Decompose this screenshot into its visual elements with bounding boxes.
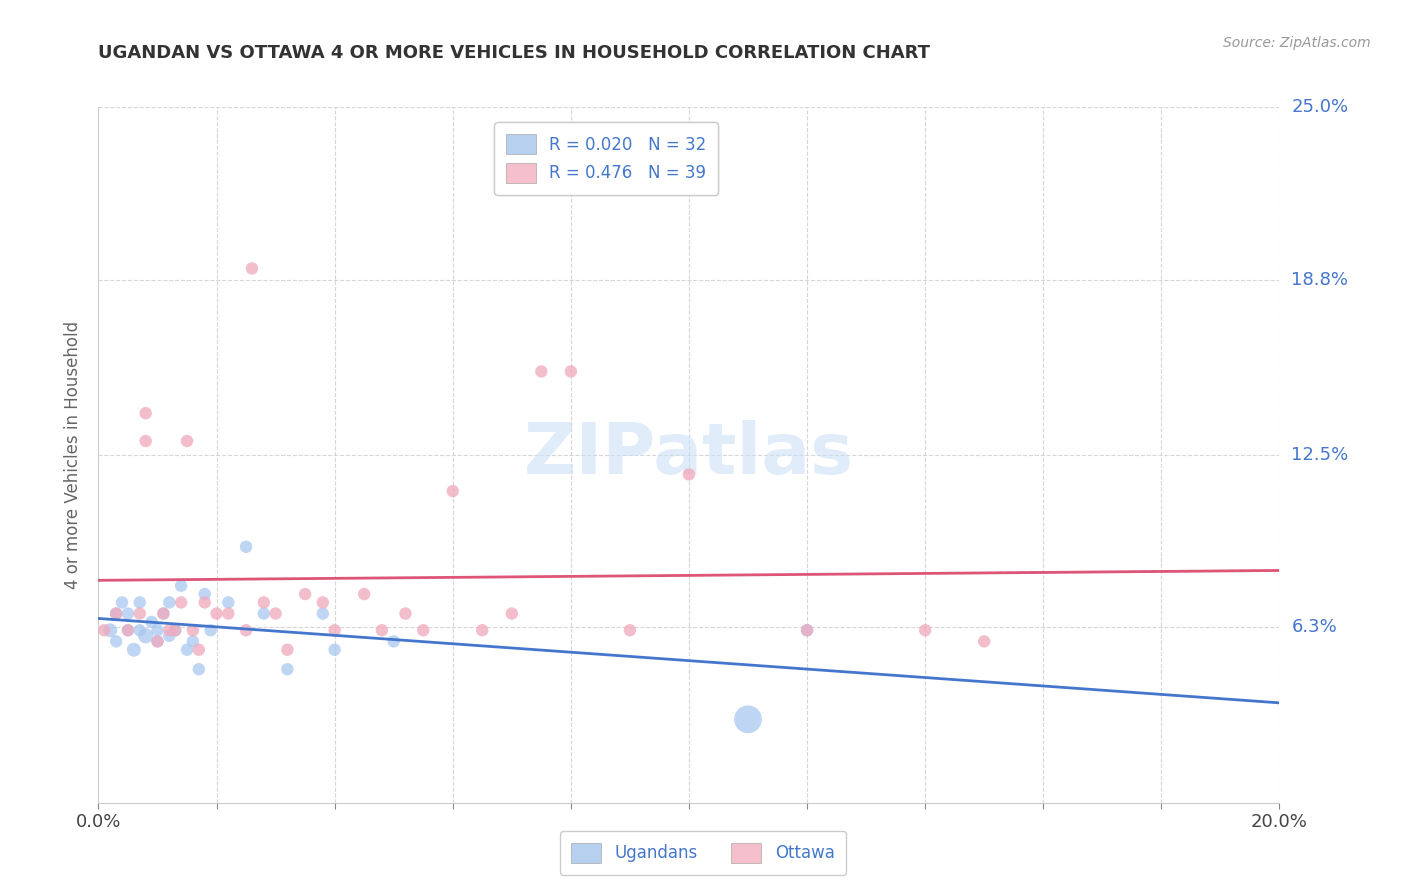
Point	[181, 624, 204, 638]
Point	[412, 624, 434, 638]
Point	[165, 624, 187, 638]
Point	[128, 624, 150, 638]
Text: UGANDAN VS OTTAWA 4 OR MORE VEHICLES IN HOUSEHOLD CORRELATION CHART: UGANDAN VS OTTAWA 4 OR MORE VEHICLES IN …	[98, 45, 931, 62]
Point	[122, 642, 145, 657]
Point	[530, 364, 553, 378]
Point	[176, 434, 198, 448]
Text: 12.5%: 12.5%	[1291, 446, 1348, 464]
Point	[135, 434, 157, 448]
Point	[165, 624, 187, 638]
Point	[128, 607, 150, 621]
Point	[181, 634, 204, 648]
Point	[973, 634, 995, 648]
Point	[737, 712, 759, 726]
Point	[312, 595, 335, 609]
Point	[501, 607, 523, 621]
Point	[253, 595, 276, 609]
Point	[98, 624, 121, 638]
Point	[312, 607, 335, 621]
Point	[323, 642, 346, 657]
Point	[678, 467, 700, 482]
Point	[471, 624, 494, 638]
Point	[105, 607, 128, 621]
Legend: R = 0.020   N = 32, R = 0.476   N = 39: R = 0.020 N = 32, R = 0.476 N = 39	[495, 122, 718, 194]
Point	[235, 540, 257, 554]
Point	[105, 607, 128, 621]
Point	[176, 642, 198, 657]
Point	[240, 261, 263, 276]
Point	[152, 607, 174, 621]
Text: 25.0%: 25.0%	[1291, 98, 1348, 116]
Point	[796, 624, 818, 638]
Point	[217, 607, 239, 621]
Point	[93, 624, 115, 638]
Point	[353, 587, 375, 601]
Point	[117, 624, 139, 638]
Point	[146, 634, 169, 648]
Point	[217, 595, 239, 609]
Point	[323, 624, 346, 638]
Point	[235, 624, 257, 638]
Point	[117, 607, 139, 621]
Y-axis label: 4 or more Vehicles in Household: 4 or more Vehicles in Household	[65, 321, 83, 589]
Point	[105, 634, 128, 648]
Point	[560, 364, 582, 378]
Point	[187, 642, 209, 657]
Point	[157, 624, 180, 638]
Point	[141, 615, 163, 629]
Text: 6.3%: 6.3%	[1291, 618, 1337, 637]
Point	[253, 607, 276, 621]
Point	[205, 607, 228, 621]
Point	[187, 662, 209, 676]
Point	[117, 624, 139, 638]
Point	[382, 634, 405, 648]
Text: 18.8%: 18.8%	[1291, 270, 1348, 289]
Point	[128, 595, 150, 609]
Text: Source: ZipAtlas.com: Source: ZipAtlas.com	[1223, 36, 1371, 50]
Text: ZIPatlas: ZIPatlas	[524, 420, 853, 490]
Point	[619, 624, 641, 638]
Point	[371, 624, 394, 638]
Point	[152, 607, 174, 621]
Point	[200, 624, 222, 638]
Point	[170, 579, 193, 593]
Point	[146, 634, 169, 648]
Point	[135, 406, 157, 420]
Point	[276, 642, 298, 657]
Point	[441, 484, 464, 499]
Point	[194, 595, 217, 609]
Point	[796, 624, 818, 638]
Point	[135, 629, 157, 643]
Point	[394, 607, 416, 621]
Point	[157, 595, 180, 609]
Point	[146, 624, 169, 638]
Point	[276, 662, 298, 676]
Point	[111, 595, 134, 609]
Legend: Ugandans, Ottawa: Ugandans, Ottawa	[560, 831, 846, 875]
Point	[914, 624, 936, 638]
Point	[194, 587, 217, 601]
Point	[170, 595, 193, 609]
Point	[264, 607, 287, 621]
Point	[294, 587, 316, 601]
Point	[157, 629, 180, 643]
